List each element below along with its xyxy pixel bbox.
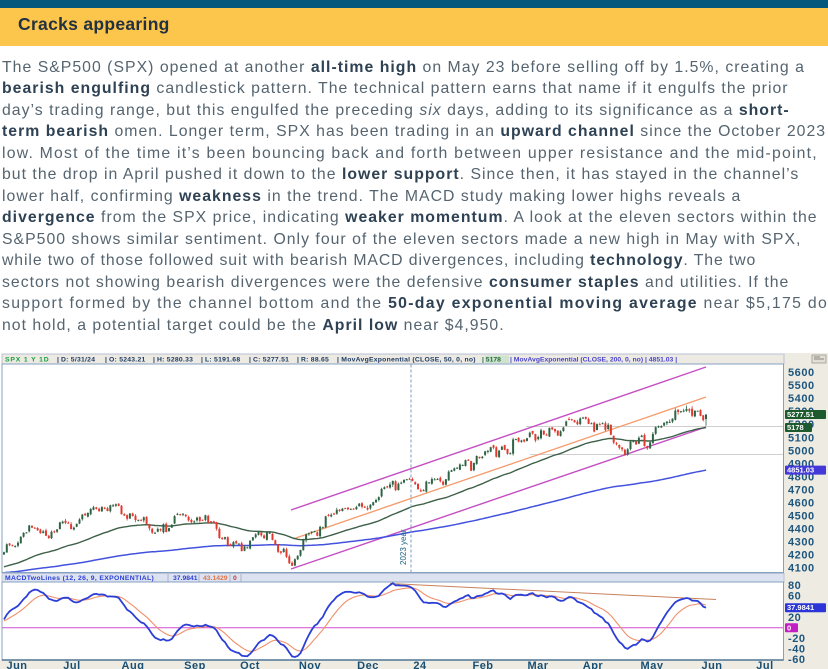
svg-text:Jul: Jul (756, 660, 773, 669)
svg-text:Feb: Feb (472, 660, 493, 669)
svg-text:37.9841: 37.9841 (787, 603, 814, 612)
svg-text:0: 0 (787, 623, 791, 632)
svg-text:Dec: Dec (357, 660, 379, 669)
svg-text:60: 60 (788, 591, 801, 603)
svg-text:4851.03: 4851.03 (787, 466, 814, 475)
svg-text:4200: 4200 (788, 550, 815, 562)
svg-text:4100: 4100 (788, 563, 815, 575)
svg-text:0: 0 (233, 575, 237, 582)
svg-text:|D: 5/31/24|O: 5243.21|H: 5280: | D: 5/31/24 | O: 5243.21 | H: 5280.33 | L: 519… (57, 357, 329, 364)
svg-text:2023 year: 2023 year (399, 529, 408, 565)
svg-text:4300: 4300 (788, 537, 815, 549)
svg-text:| 5178: | 5178 (482, 357, 501, 364)
svg-text:SPX 1 Y 1D: SPX 1 Y 1D (5, 357, 50, 364)
svg-text:Mar: Mar (527, 660, 548, 669)
svg-text:4500: 4500 (788, 511, 815, 523)
svg-text:Jul: Jul (63, 660, 80, 669)
svg-text:80: 80 (788, 580, 801, 592)
svg-text:Apr: Apr (583, 660, 604, 669)
svg-text:Nov: Nov (299, 660, 322, 669)
svg-text:4400: 4400 (788, 524, 815, 536)
svg-text:5178: 5178 (787, 423, 804, 432)
svg-text:| MovAvgExponential (CLOSE, 20: | MovAvgExponential (CLOSE, 200, 0, no) … (510, 357, 677, 364)
svg-text:Aug: Aug (122, 660, 145, 669)
svg-text:4600: 4600 (788, 497, 815, 509)
svg-text:Oct: Oct (240, 660, 260, 669)
svg-text:5000: 5000 (788, 445, 815, 457)
svg-text:-40: -40 (788, 644, 806, 656)
svg-text:May: May (641, 660, 664, 669)
svg-text:| MovAvgExponential (CLOSE, 50: | MovAvgExponential (CLOSE, 50, 0, no) (337, 357, 476, 364)
svg-text:20: 20 (788, 612, 801, 624)
svg-text:5600: 5600 (788, 367, 815, 379)
svg-text:5400: 5400 (788, 393, 815, 405)
svg-text:Jun: Jun (701, 660, 722, 669)
svg-text:MACDTwoLines (12, 26, 9, EXPON: MACDTwoLines (12, 26, 9, EXPONENTIAL) (5, 575, 154, 582)
svg-text:4700: 4700 (788, 484, 815, 496)
svg-text:37.9841: 37.9841 (173, 575, 198, 582)
svg-text:Jun: Jun (6, 660, 27, 669)
svg-text:43.1429: 43.1429 (203, 575, 228, 582)
svg-text:5277.51: 5277.51 (787, 410, 814, 419)
svg-text:5100: 5100 (788, 432, 815, 444)
svg-text:-60: -60 (788, 654, 806, 666)
svg-text:Sep: Sep (184, 660, 206, 669)
svg-text:5500: 5500 (788, 380, 815, 392)
svg-text:24: 24 (413, 660, 427, 669)
svg-text:-20: -20 (788, 633, 806, 645)
